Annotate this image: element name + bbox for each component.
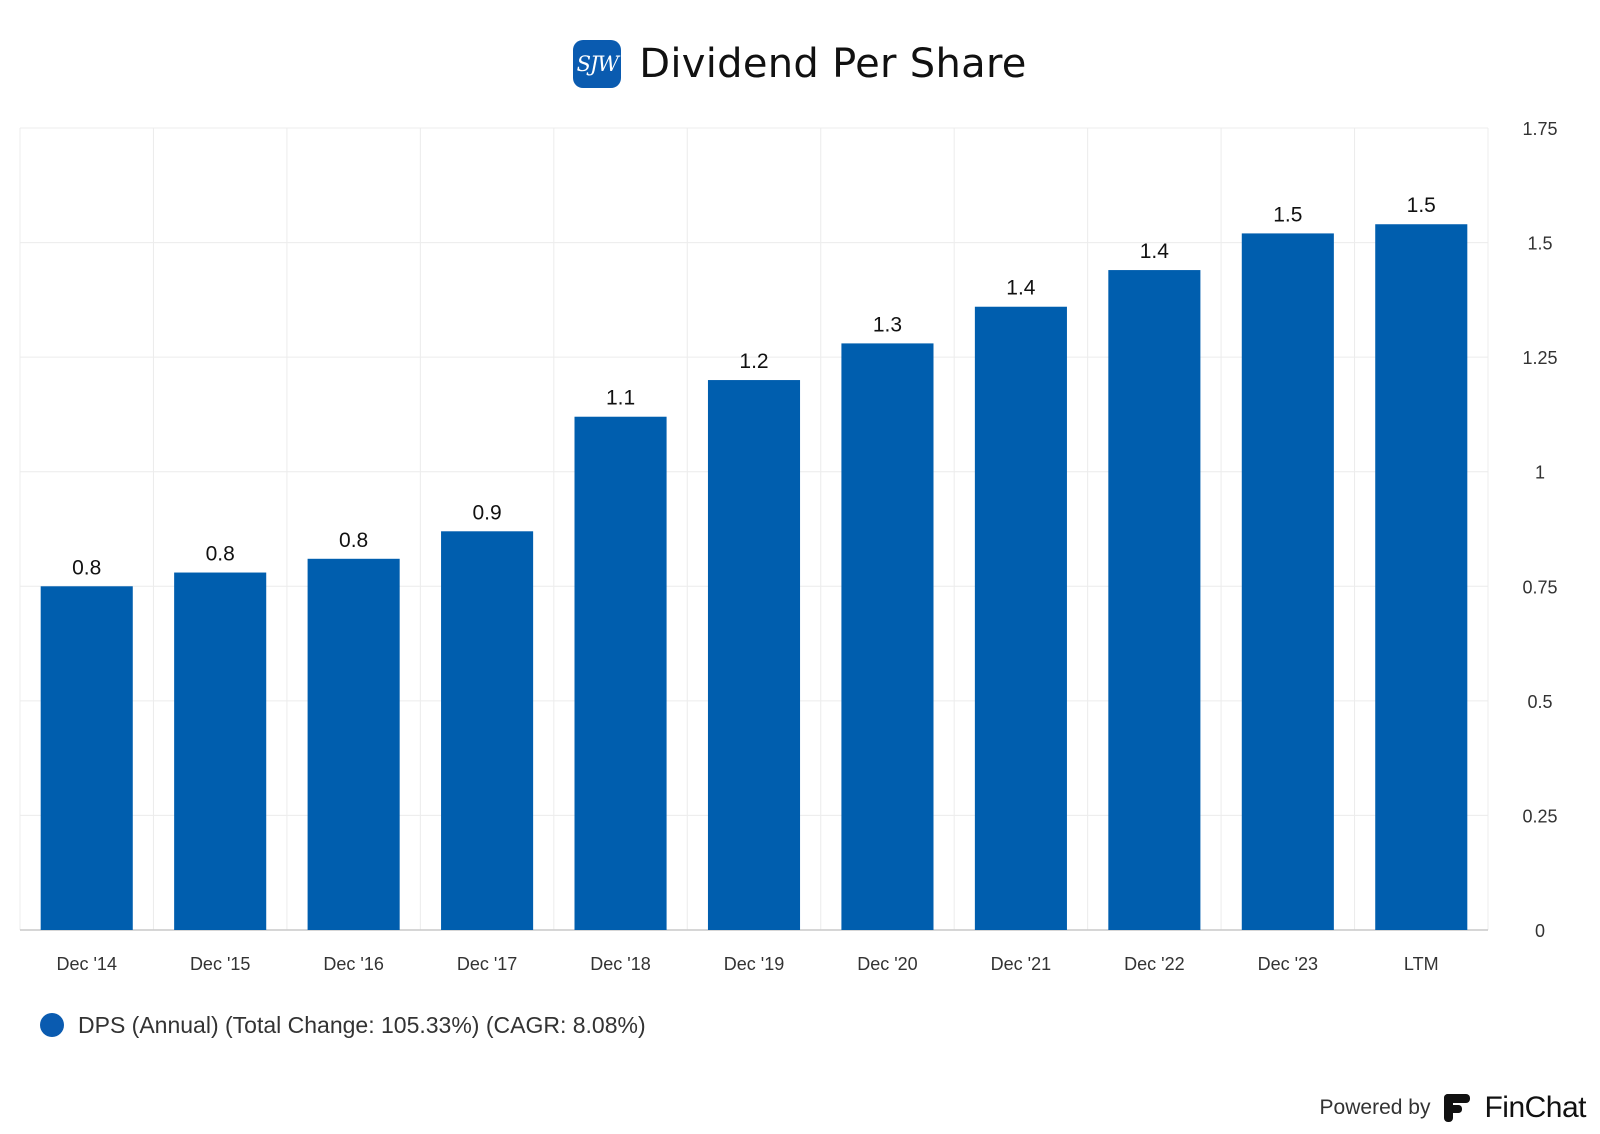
y-tick-label: 0.5 [1527, 692, 1552, 712]
data-label: 0.9 [472, 501, 501, 524]
x-tick-label: Dec '17 [457, 954, 517, 974]
y-tick-label: 1 [1535, 463, 1545, 483]
x-tick-label: Dec '20 [857, 954, 917, 974]
y-tick-label: 1.25 [1522, 348, 1557, 368]
bar[interactable] [174, 572, 267, 930]
x-tick-label: Dec '15 [190, 954, 250, 974]
y-axis-ticks: 0 0.25 0.5 0.75 1 1.25 1.5 1.75 [1522, 119, 1557, 941]
finchat-logo-icon [1444, 1094, 1471, 1122]
company-logo-icon: SJW [573, 40, 622, 88]
powered-by-text: Powered by [1319, 1096, 1431, 1119]
bar[interactable] [1108, 270, 1201, 930]
bar[interactable] [1241, 233, 1334, 931]
data-label: 0.8 [206, 543, 235, 566]
x-tick-label: Dec '16 [323, 954, 383, 974]
x-tick-label: Dec '21 [991, 954, 1051, 974]
x-tick-label: Dec '18 [590, 954, 650, 974]
data-label: 0.8 [339, 529, 368, 552]
data-labels: 0.8 0.8 0.8 0.9 1.1 1.2 1.3 1.4 1.4 1.5 1.5 [72, 194, 1436, 579]
data-label: 1.2 [739, 350, 768, 373]
company-logo-text: SJW [576, 52, 619, 76]
bar[interactable] [441, 531, 534, 930]
y-tick-label: 0.25 [1522, 806, 1557, 826]
bar[interactable] [307, 558, 400, 930]
bar[interactable] [841, 343, 934, 930]
legend-label: DPS (Annual) (Total Change: 105.33%) (CA… [78, 1011, 646, 1038]
y-tick-label: 0 [1535, 921, 1545, 941]
chart-header: SJW Dividend Per Share [0, 36, 1600, 92]
y-tick-label: 1.75 [1522, 119, 1557, 139]
bar[interactable] [707, 380, 801, 930]
x-tick-label: Dec '19 [724, 954, 784, 974]
bar[interactable] [574, 416, 667, 931]
x-tick-label: Dec '14 [56, 954, 116, 974]
bar-chart: 0.80.80.80.91.11.21.31.41.41.5 1.5 00.250… [19, 119, 1558, 974]
bars [40, 224, 1468, 931]
data-label: 1.5 [1407, 194, 1436, 217]
y-tick-label: 1.5 [1527, 234, 1552, 254]
data-label: 1.4 [1006, 277, 1036, 300]
x-axis-ticks: Dec '14 Dec '15 Dec '16 Dec '17 Dec '18 Dec '… [56, 954, 1438, 974]
data-label: 1.4 [1140, 240, 1170, 263]
x-tick-label: LTM [1404, 954, 1439, 974]
data-label: 1.1 [606, 387, 635, 410]
data-label: 1.3 [873, 313, 902, 336]
data-label: 1.5 [1273, 203, 1302, 226]
y-tick-label: 0.75 [1522, 577, 1557, 597]
data-label: 0.8 [72, 556, 101, 579]
bar[interactable] [974, 306, 1067, 930]
bar[interactable] [1375, 224, 1468, 931]
powered-by-footer[interactable]: Powered by FinChat [1319, 1088, 1587, 1128]
legend-marker [40, 1013, 64, 1037]
legend[interactable]: DPS (Annual) (Total Change: 105.33%) (CA… [40, 1010, 646, 1040]
x-tick-label: Dec '23 [1258, 954, 1318, 974]
finchat-brand: FinChat [1484, 1091, 1586, 1124]
chart-title: Dividend Per Share [639, 41, 1027, 87]
bar[interactable] [40, 586, 133, 930]
x-tick-label: Dec '22 [1124, 954, 1184, 974]
